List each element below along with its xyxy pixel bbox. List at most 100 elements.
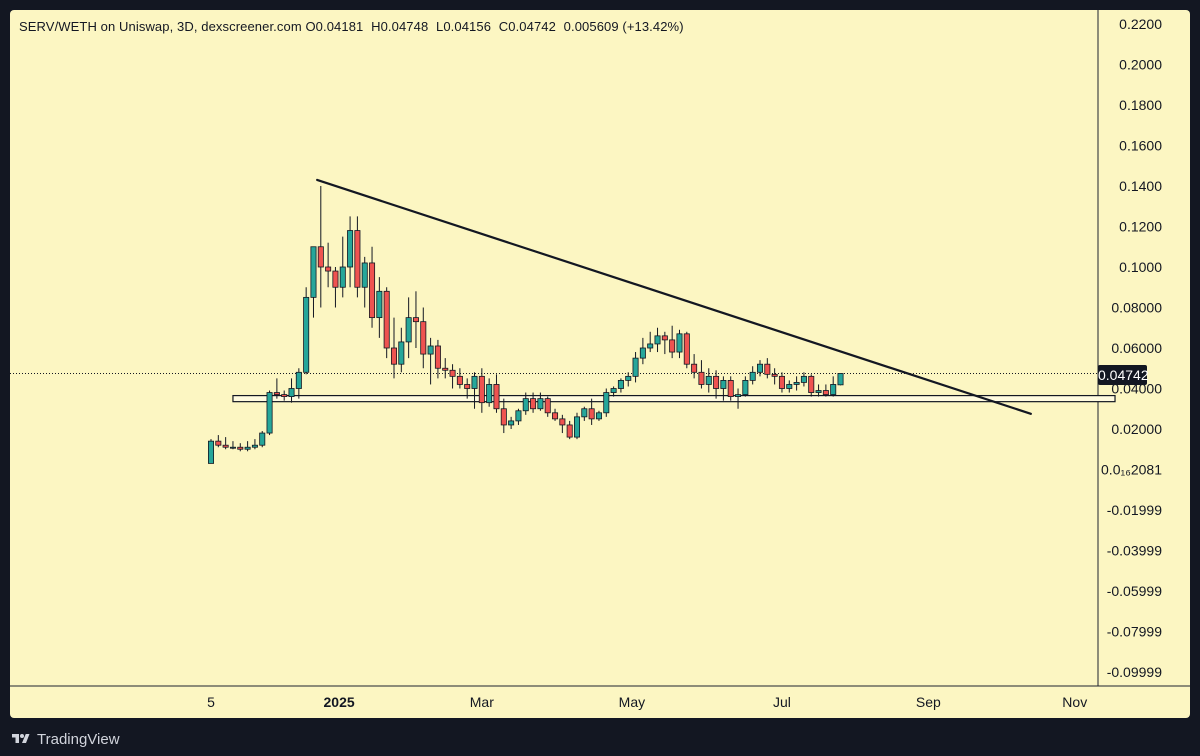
candle-body	[757, 363, 764, 373]
ohlc-legend: SERV/WETH on Uniswap, 3D, dexscreener.co…	[19, 19, 688, 34]
chart-canvas[interactable]: 0.2200 0.2000 0.1800 0.1600 0.1400 0.1200 0.10…	[10, 10, 1190, 718]
candle-body	[698, 371, 705, 385]
x-tick-label: 5	[207, 694, 215, 710]
candle-body	[581, 408, 588, 418]
candle-body	[369, 262, 376, 319]
y-tick-label: 0.1000	[1119, 259, 1162, 275]
legend-pair: SERV/WETH on Uniswap, 3D, dexscreener.co…	[19, 19, 302, 34]
candle-body	[420, 321, 427, 355]
candle-body	[603, 392, 610, 414]
candle-body	[471, 375, 478, 389]
candle-body	[552, 412, 559, 420]
branding[interactable]: TradingView	[10, 728, 120, 750]
candle-body	[566, 424, 573, 438]
candle-body	[617, 379, 624, 389]
candle-body	[830, 384, 837, 395]
legend-high: H0.04748	[371, 19, 429, 34]
candle-body	[325, 266, 332, 272]
y-tick-label: 0.06000	[1111, 340, 1162, 356]
candle-body	[500, 408, 507, 426]
candle-body	[595, 412, 602, 420]
candle-body	[786, 384, 793, 389]
candle-body	[771, 373, 778, 377]
y-tick-label: 0.08000	[1111, 300, 1162, 316]
candle-body	[625, 375, 632, 381]
chart-panel[interactable]: 0.2200 0.2000 0.1800 0.1600 0.1400 0.1200 0.10…	[10, 10, 1190, 718]
candle-body	[808, 375, 815, 393]
candle-body	[229, 446, 236, 449]
x-tick-label: Jul	[773, 694, 791, 710]
y-tick-label: 0.2200	[1119, 16, 1162, 32]
legend-change: 0.005609 (+13.42%)	[563, 19, 684, 34]
candle-body	[683, 333, 690, 365]
candle-body	[661, 335, 668, 341]
candle-body	[720, 379, 727, 389]
candle-body	[398, 341, 405, 365]
candle-body	[793, 382, 800, 385]
candle-body	[815, 390, 822, 393]
candle-body	[317, 246, 324, 268]
candle-body	[244, 446, 251, 450]
x-tick-label: Mar	[470, 694, 494, 710]
x-tick-label: Nov	[1062, 694, 1087, 710]
candle-body	[434, 345, 441, 369]
candle-body	[332, 270, 339, 288]
candle-body	[530, 398, 537, 410]
candle-body	[515, 410, 522, 422]
y-tick-label: 0.1200	[1119, 219, 1162, 235]
candle-body	[215, 440, 222, 446]
y-tick-label: 0.0₁₆2081	[1101, 462, 1162, 478]
candle-body	[266, 392, 273, 434]
candle-body	[837, 373, 844, 386]
x-tick-label: 2025	[324, 694, 355, 710]
candle-body	[259, 432, 266, 446]
y-tick-label: 0.1400	[1119, 178, 1162, 194]
candle-body	[288, 388, 295, 397]
candle-body	[251, 444, 258, 448]
candle-body	[383, 290, 390, 349]
candle-body	[207, 440, 214, 464]
y-tick-label: 0.2000	[1119, 57, 1162, 73]
y-tick-label: -0.01999	[1107, 502, 1162, 518]
candle-body	[713, 375, 720, 389]
y-tick-label: 0.1800	[1119, 97, 1162, 113]
candle-body	[764, 363, 771, 375]
candle-body	[273, 392, 280, 395]
candle-body	[800, 375, 807, 383]
legend-open: O0.04181	[305, 19, 364, 34]
y-tick-label: 0.02000	[1111, 421, 1162, 437]
candle-body	[222, 444, 229, 448]
candle-body	[354, 230, 361, 288]
y-tick-label: -0.05999	[1107, 583, 1162, 599]
x-tick-label: May	[619, 694, 645, 710]
candle-body	[427, 345, 434, 355]
candle-body	[442, 367, 449, 371]
tradingview-logo-icon	[12, 734, 30, 743]
candle-body	[574, 416, 581, 438]
candle-body	[339, 266, 346, 288]
y-tick-label: -0.07999	[1107, 624, 1162, 640]
y-tick-label: -0.09999	[1107, 664, 1162, 680]
y-tick-label: -0.03999	[1107, 543, 1162, 559]
legend-close: C0.04742	[498, 19, 556, 34]
candle-body	[310, 246, 317, 298]
candle-body	[522, 398, 529, 412]
candle-body	[822, 390, 829, 395]
candle-body	[295, 371, 302, 389]
candle-body	[493, 384, 500, 410]
candle-body	[303, 296, 310, 373]
support-zone	[232, 394, 1116, 403]
candle-body	[727, 379, 734, 397]
candle-body	[639, 347, 646, 359]
descending-trendline	[316, 178, 1032, 415]
candle-body	[588, 408, 595, 420]
candle-body	[537, 398, 544, 410]
candle-body	[449, 369, 456, 377]
candle-body	[544, 398, 551, 414]
candle-body	[281, 394, 288, 398]
candle-body	[676, 333, 683, 353]
x-tick-label: Sep	[916, 694, 941, 710]
candle-body	[361, 262, 368, 288]
candle-body	[376, 290, 383, 319]
candle-body	[486, 384, 493, 404]
